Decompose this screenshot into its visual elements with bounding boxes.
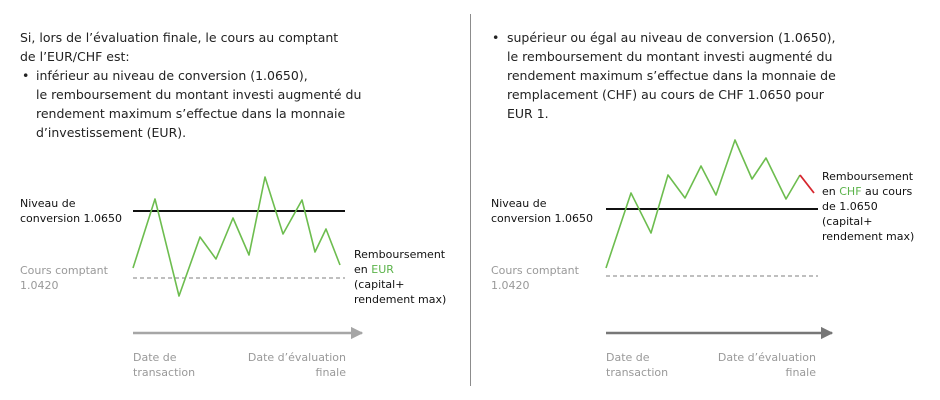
left-intro-line-1: Si, lors de l’évaluation finale, le cour… [20,30,339,45]
left-conversion-label: Niveau de conversion 1.0650 [20,197,123,225]
right-repayment-label: Remboursement en CHF au cours de 1.0650 … [822,170,915,243]
left-bullet-line-2: le remboursement du montant investi augm… [36,87,362,102]
left-intro-line-2: de l’EUR/CHF est: [20,49,130,64]
left-bullet: • [22,68,30,83]
right-axis-end-label: Date d’évaluation finale [717,351,816,379]
right-bullet-line-4: remplacement (CHF) au cours de CHF 1.065… [507,87,824,102]
right-spot-label: Cours comptant 1.0420 [491,264,579,292]
panel-divider [470,14,471,386]
right-price-path [605,139,801,269]
right-bullet-line-3: rendement maximum s’effectue dans la mon… [507,68,836,83]
left-spot-label: Cours comptant 1.0420 [20,264,108,292]
left-axis-start-label: Date de transaction [133,351,196,379]
left-repayment-label: Remboursement en EUR (capital+ rendement… [354,248,447,306]
left-price-path [132,176,341,297]
right-bullet: • [492,30,500,45]
right-bullet-line-1: supérieur ou égal au niveau de conversio… [507,30,836,45]
right-bullet-line-5: EUR 1. [507,106,549,121]
right-axis-start-label: Date de transaction [606,351,669,379]
right-repayment-currency: CHF [839,185,862,198]
right-bullet-line-2: le remboursement du montant investi augm… [507,49,833,64]
left-bullet-line-3: rendement maximum s’effectue dans la mon… [36,106,346,121]
left-axis-end-label: Date d’évaluation finale [247,351,346,379]
left-bullet-line-1: inférieur au niveau de conversion (1.065… [36,68,308,83]
right-final-segment [799,174,815,194]
right-conversion-label: Niveau de conversion 1.0650 [491,197,594,225]
left-bullet-line-4: d’investissement (EUR). [36,125,187,140]
left-repayment-currency: EUR [371,263,394,276]
